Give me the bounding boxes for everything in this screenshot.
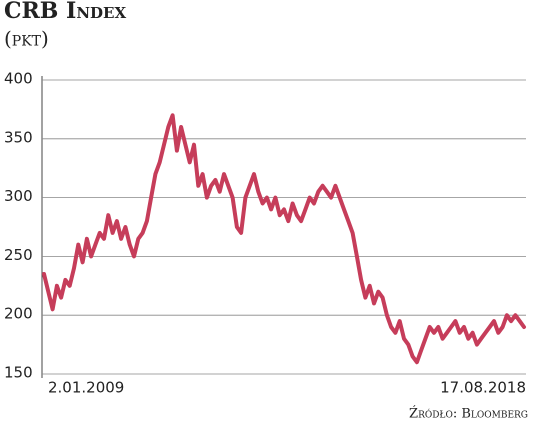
data-line	[42, 113, 526, 365]
chart-title: CRB Index	[4, 0, 126, 24]
y-tick-label: 250	[4, 246, 33, 264]
chart-subtitle: (pkt)	[4, 27, 49, 51]
y-tick-label: 350	[4, 128, 33, 146]
x-tick-label: 2.01.2009	[48, 379, 124, 397]
source: Źródło: Bloomberg	[409, 406, 528, 422]
y-tick-label: 400	[4, 70, 33, 88]
y-tick-label: 300	[4, 187, 33, 205]
y-tick-label: 150	[4, 364, 33, 382]
x-tick-label: 17.08.2018	[440, 379, 526, 397]
y-tick-label: 200	[4, 305, 33, 323]
